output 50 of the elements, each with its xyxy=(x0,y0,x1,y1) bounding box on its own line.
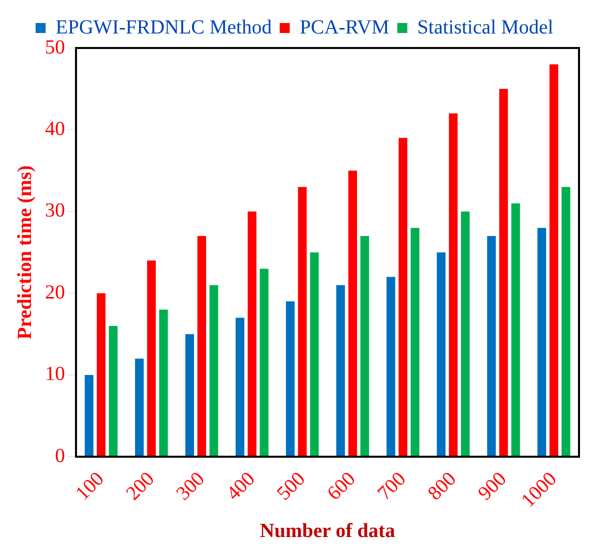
bar xyxy=(197,236,206,456)
bar xyxy=(448,113,458,456)
bar xyxy=(436,252,446,456)
x-tick-label: 100 xyxy=(72,468,108,505)
legend-label: PCA-RVM xyxy=(300,16,390,38)
y-tick-label: 30 xyxy=(45,200,65,222)
bar xyxy=(298,186,307,456)
bar xyxy=(185,334,194,456)
bar xyxy=(209,285,218,456)
bar xyxy=(96,293,106,456)
bar xyxy=(487,236,496,456)
bar xyxy=(460,212,470,456)
x-axis-title: Number of data xyxy=(260,520,396,542)
bar xyxy=(550,64,558,456)
bar xyxy=(410,228,420,456)
bar xyxy=(511,203,520,456)
bar xyxy=(260,268,268,456)
bar xyxy=(286,301,295,456)
x-tick-label: 400 xyxy=(222,468,260,505)
legend-label: EPGWI-FRDNLC Method xyxy=(56,16,272,38)
bar xyxy=(108,326,118,456)
legend-label: Statistical Model xyxy=(417,16,554,38)
bar xyxy=(248,212,256,456)
bar xyxy=(159,310,168,456)
bar xyxy=(348,170,357,456)
bar xyxy=(386,276,396,456)
bar xyxy=(147,260,156,456)
y-tick-label: 10 xyxy=(45,363,65,386)
bar xyxy=(135,358,144,456)
bar xyxy=(537,228,546,456)
y-tick-label: 20 xyxy=(45,281,65,304)
x-tick-label: 300 xyxy=(172,468,209,505)
x-tick-label: 700 xyxy=(373,468,410,505)
bar xyxy=(336,285,345,456)
x-tick-label: 900 xyxy=(474,468,511,505)
bar xyxy=(398,138,408,456)
bar xyxy=(84,374,94,456)
bar xyxy=(499,88,508,456)
x-tick-label: 500 xyxy=(272,468,310,505)
bar xyxy=(236,318,244,456)
y-axis-title: Prediction time (ms) xyxy=(14,165,36,340)
y-tick-label: 0 xyxy=(55,444,65,467)
bar xyxy=(360,236,370,456)
x-tick-label: 200 xyxy=(122,468,159,505)
y-tick-label: 50 xyxy=(45,36,65,58)
bar xyxy=(562,186,570,456)
bar xyxy=(310,252,319,456)
x-tick-label: 600 xyxy=(323,468,360,505)
y-tick-label: 40 xyxy=(45,118,65,140)
x-tick-label: 800 xyxy=(424,468,460,505)
